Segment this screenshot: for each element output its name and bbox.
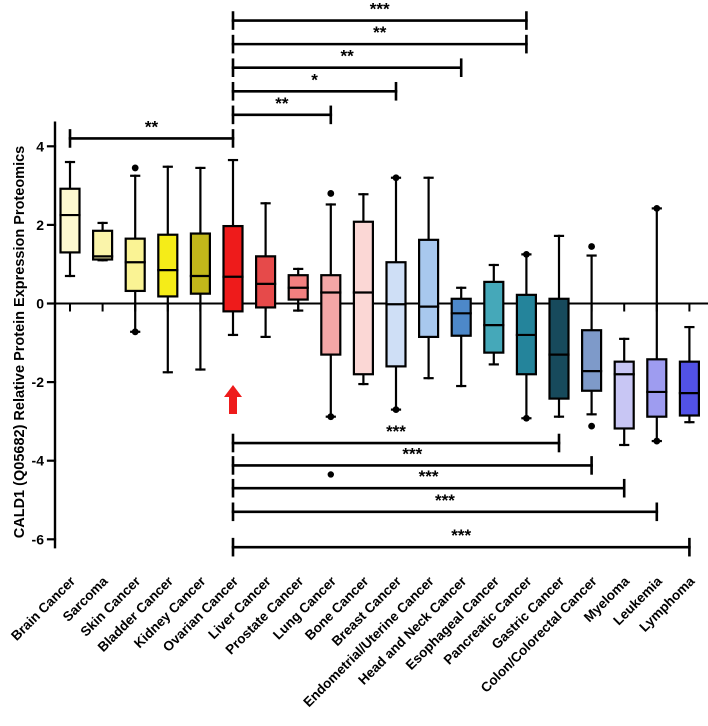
box-body xyxy=(450,297,472,337)
outlier-point xyxy=(653,204,661,212)
significance-bracket: *** xyxy=(231,526,691,557)
box-body xyxy=(59,187,81,254)
box-sarcoma xyxy=(91,221,114,262)
significance-label: * xyxy=(311,70,318,89)
significance-label: ** xyxy=(340,47,354,66)
box-body xyxy=(189,232,211,295)
significance-label: *** xyxy=(402,444,422,463)
box-body xyxy=(678,360,701,417)
outlier-point xyxy=(131,164,139,172)
box-kidney-cancer xyxy=(189,166,211,371)
box-body xyxy=(352,220,374,376)
box-lung-cancer xyxy=(320,190,342,421)
box-body xyxy=(255,255,277,309)
y-tick-label: -2 xyxy=(32,374,45,390)
significance-label: ** xyxy=(275,94,289,113)
box-body xyxy=(580,329,603,392)
box-bladder-cancer xyxy=(157,165,179,374)
outlier-point xyxy=(392,406,400,414)
y-axis: 4 2 0 -2 -4 -6 xyxy=(32,121,57,549)
significance-label: *** xyxy=(451,526,471,545)
significance-label: ** xyxy=(373,23,387,42)
reference-arrow-icon xyxy=(224,385,242,414)
outlier-point xyxy=(327,413,335,421)
box-endometrial-uterine-cancer xyxy=(418,176,440,380)
outlier-point xyxy=(131,328,139,336)
boxes-group xyxy=(59,158,701,478)
significance-label: *** xyxy=(386,422,406,441)
significance-label: *** xyxy=(435,491,455,510)
box-body xyxy=(613,360,635,430)
box-prostate-cancer xyxy=(287,267,309,312)
significance-label: ** xyxy=(145,117,159,136)
box-leukemia xyxy=(646,204,668,445)
y-tick-label: -4 xyxy=(32,453,45,469)
y-tick-label: 0 xyxy=(36,296,44,312)
significance-label: *** xyxy=(370,0,390,19)
box-body xyxy=(157,233,179,298)
box-liver-cancer xyxy=(255,202,277,339)
box-brain-cancer xyxy=(59,160,81,278)
red-arrow-shape xyxy=(224,385,242,414)
outlier-point xyxy=(653,437,661,445)
significance-brackets: *************************** xyxy=(68,0,691,557)
significance-bracket: *** xyxy=(231,444,593,475)
outlier-point xyxy=(588,243,595,250)
box-body xyxy=(548,297,570,400)
box-myeloma xyxy=(613,337,635,447)
box-body xyxy=(124,237,146,293)
box-pancreatic-cancer xyxy=(515,250,538,422)
box-gastric-cancer xyxy=(548,234,570,418)
y-axis-title: CALD1 (Q05682) Relative Protein Expressi… xyxy=(12,146,28,538)
box-head-and-neck-cancer xyxy=(450,286,472,388)
box-body xyxy=(483,280,505,354)
box-breast-cancer xyxy=(385,174,407,414)
significance-bracket: *** xyxy=(231,467,626,498)
significance-bracket: ** xyxy=(231,47,463,77)
box-bone-cancer xyxy=(352,193,374,386)
box-colon-colorectal-cancer xyxy=(580,243,603,430)
significance-bracket: *** xyxy=(231,422,561,453)
significance-bracket: *** xyxy=(231,0,528,30)
box-lymphoma xyxy=(678,325,701,424)
significance-bracket: * xyxy=(231,70,398,101)
box-skin-cancer xyxy=(124,164,146,336)
box-ovarian-cancer xyxy=(222,158,244,337)
significance-label: *** xyxy=(419,467,439,486)
y-tick-label: 2 xyxy=(36,217,44,233)
outlier-point xyxy=(327,190,335,197)
box-body xyxy=(418,238,440,339)
significance-bracket: ** xyxy=(68,117,235,148)
box-esophageal-cancer xyxy=(483,263,505,366)
box-body xyxy=(646,358,668,418)
outlier-point xyxy=(523,250,530,258)
outlier-point xyxy=(523,414,530,422)
box-body xyxy=(320,274,342,356)
box-body xyxy=(91,229,114,261)
box-body xyxy=(222,224,244,313)
significance-bracket: ** xyxy=(231,94,333,125)
outlier-point xyxy=(327,471,334,478)
significance-bracket: ** xyxy=(231,23,528,54)
box-body xyxy=(385,261,407,368)
zero-baseline xyxy=(54,302,708,312)
y-tick-label: 4 xyxy=(36,138,44,154)
outlier-point xyxy=(392,174,400,182)
outlier-point xyxy=(588,422,595,430)
y-tick-label: -6 xyxy=(32,531,45,547)
significance-bracket: *** xyxy=(231,491,659,522)
